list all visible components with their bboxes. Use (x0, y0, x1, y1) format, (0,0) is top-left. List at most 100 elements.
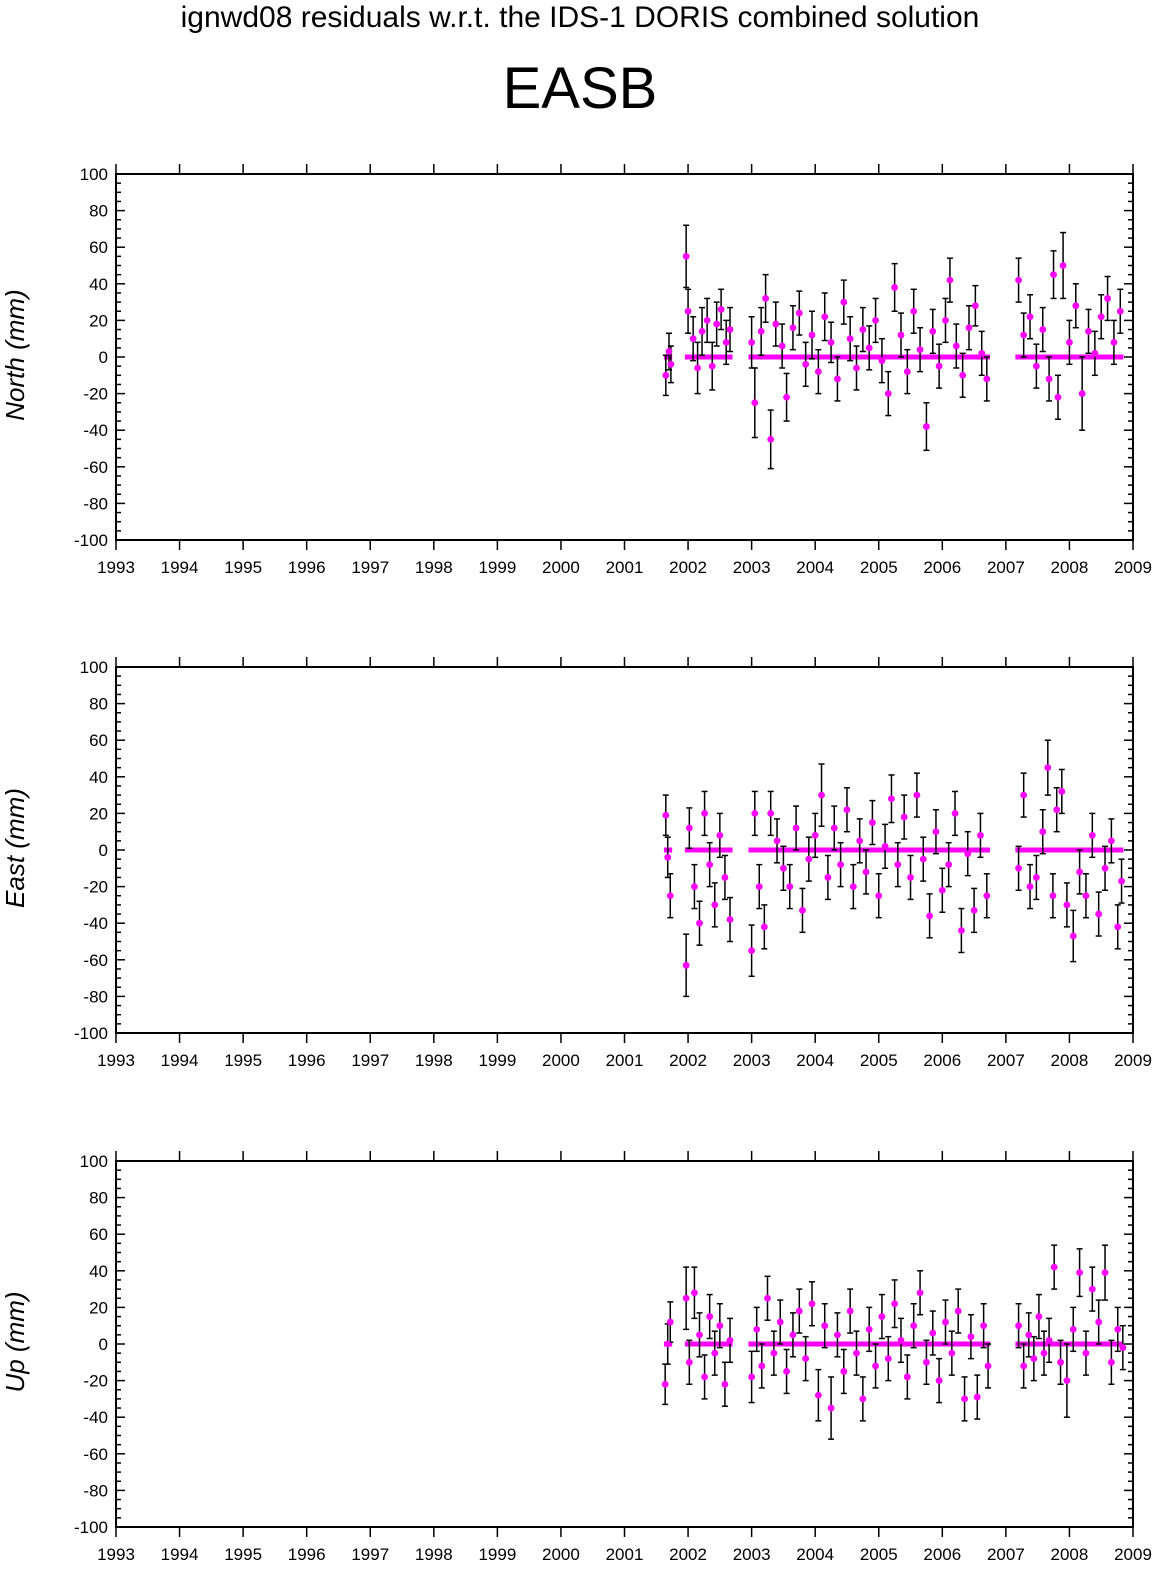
data-point (919, 855, 927, 863)
data-point (923, 423, 930, 430)
data-point (717, 306, 725, 313)
data-point (662, 811, 670, 819)
data-point (662, 371, 670, 379)
data-point (767, 435, 775, 443)
data-point (865, 344, 873, 352)
data-point (853, 1349, 860, 1357)
up-ylabel: Up (mm) (0, 1291, 30, 1392)
data-point (942, 317, 949, 324)
data-point (843, 806, 851, 814)
data-point (830, 824, 838, 832)
data-point (1050, 271, 1057, 279)
data-point (751, 399, 759, 407)
x-tick-label: 2000 (542, 1545, 580, 1564)
data-point (948, 1349, 956, 1357)
y-tick-label: 40 (89, 275, 108, 294)
data-point (691, 883, 698, 890)
data-point (862, 868, 870, 876)
y-tick-label: -20 (83, 1372, 108, 1391)
data-point (840, 298, 848, 306)
data-point (666, 892, 674, 900)
data-point (757, 327, 765, 335)
data-point (945, 861, 953, 869)
x-tick-label: 2001 (606, 558, 644, 577)
data-point (827, 338, 835, 346)
data-point (682, 1294, 690, 1302)
y-tick-label: 100 (80, 165, 108, 184)
y-tick-label: -20 (83, 878, 108, 897)
data-point (703, 317, 711, 324)
x-tick-label: 2006 (923, 1545, 961, 1564)
data-point (708, 362, 716, 370)
data-point (897, 331, 905, 339)
data-point (711, 901, 719, 909)
data-point (846, 1307, 854, 1315)
data-point (814, 1391, 822, 1399)
y-tick-label: 60 (89, 731, 108, 750)
data-point (946, 276, 954, 284)
data-point (859, 1395, 867, 1403)
data-point (795, 309, 803, 317)
data-point (1114, 1325, 1122, 1333)
east-ylabel: East (mm) (0, 788, 30, 908)
data-point (884, 1355, 892, 1363)
x-tick-label: 2009 (1114, 558, 1152, 577)
y-tick-label: -80 (83, 494, 108, 513)
data-point (868, 819, 876, 826)
data-point (1026, 313, 1034, 321)
station-title: EASB (502, 56, 658, 121)
data-point (780, 864, 787, 872)
data-point (814, 368, 822, 376)
data-point (1032, 362, 1040, 370)
data-point (1039, 326, 1047, 333)
x-tick-label: 2008 (1051, 1051, 1089, 1070)
data-point (952, 342, 960, 350)
data-point (973, 1393, 981, 1401)
data-point (897, 1336, 905, 1344)
x-tick-label: 2007 (987, 558, 1025, 577)
x-tick-label: 2006 (923, 1051, 961, 1070)
y-tick-label: 0 (99, 841, 108, 860)
x-tick-label: 2001 (606, 1545, 644, 1564)
data-point (1078, 390, 1086, 397)
y-tick-label: -60 (83, 1445, 108, 1464)
data-point (942, 1318, 949, 1326)
data-point (691, 1289, 698, 1297)
data-point (907, 874, 914, 881)
data-point (1110, 338, 1118, 346)
data-point (760, 923, 768, 931)
y-tick-label: 100 (80, 1152, 108, 1171)
x-tick-label: 1996 (288, 1051, 326, 1070)
data-point (1101, 864, 1109, 872)
x-tick-label: 2003 (733, 1051, 771, 1070)
data-point (891, 284, 899, 291)
data-point (856, 837, 864, 845)
data-point (983, 375, 991, 383)
y-tick-label: -20 (83, 385, 108, 404)
data-point (773, 837, 781, 845)
data-point (1054, 393, 1062, 401)
data-point (903, 368, 911, 376)
y-tick-label: 80 (89, 202, 108, 221)
data-point (840, 1368, 848, 1375)
x-tick-label: 2005 (860, 1051, 898, 1070)
data-point (959, 371, 967, 379)
data-point (1114, 923, 1122, 931)
data-point (888, 795, 895, 803)
y-tick-label: 60 (89, 238, 108, 257)
y-tick-label: 20 (89, 1298, 108, 1317)
data-point (1066, 338, 1073, 346)
data-point (1030, 1355, 1038, 1363)
data-point (711, 1349, 719, 1357)
x-tick-label: 2004 (796, 1545, 834, 1564)
data-point (951, 810, 959, 817)
x-tick-label: 2009 (1114, 1051, 1152, 1070)
data-point (1085, 327, 1092, 335)
data-point (721, 1380, 729, 1388)
data-point (1015, 864, 1022, 872)
data-point (1049, 892, 1057, 900)
data-point (1020, 331, 1028, 339)
y-tick-label: 20 (89, 804, 108, 823)
data-point (1040, 1349, 1048, 1357)
data-point (1045, 1336, 1053, 1344)
